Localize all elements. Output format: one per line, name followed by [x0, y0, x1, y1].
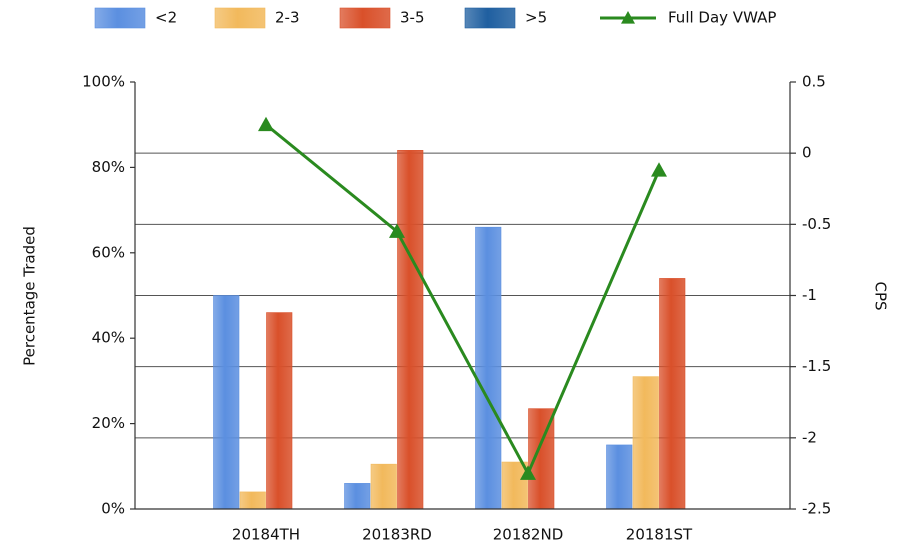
- line-marker: [520, 465, 536, 480]
- line-marker: [258, 116, 274, 132]
- y-tick-label: 100%: [82, 73, 125, 91]
- bar: [397, 150, 424, 510]
- legend-swatch: [94, 7, 146, 29]
- x-tick-label: 20182ND: [493, 526, 564, 544]
- x-tick-label: 20183RD: [362, 526, 432, 544]
- bar: [344, 483, 371, 510]
- y2-tick-label: -0.5: [802, 215, 831, 233]
- legend-label: 2-3: [275, 9, 300, 27]
- y-tick-label: 60%: [92, 243, 125, 261]
- x-tick-label: 20184TH: [232, 526, 300, 544]
- bar: [213, 295, 240, 510]
- y2-tick-label: -1.5: [802, 357, 831, 375]
- y2-tick-label: -2.5: [802, 500, 831, 518]
- legend-marker: [621, 11, 635, 24]
- legend-swatch: [339, 7, 391, 29]
- legend-label: <2: [155, 9, 177, 27]
- y2-tick-label: -2: [802, 428, 817, 446]
- y-tick-label: 20%: [92, 414, 125, 432]
- legend-label: 3-5: [400, 9, 425, 27]
- y2-tick-label: 0.5: [802, 73, 826, 91]
- y2-tick-label: -1: [802, 286, 817, 304]
- legend-label: Full Day VWAP: [668, 9, 776, 27]
- y-tick-label: 0%: [101, 500, 125, 518]
- bar: [266, 312, 293, 510]
- bar: [606, 444, 633, 510]
- bar: [659, 278, 686, 510]
- bar: [475, 226, 502, 510]
- y-tick-label: 80%: [92, 158, 125, 176]
- legend-swatch: [464, 7, 516, 29]
- x-tick-label: 20181ST: [626, 526, 693, 544]
- y-tick-label: 40%: [92, 329, 125, 347]
- y2-axis-title: CPS: [872, 281, 890, 310]
- bar: [239, 491, 266, 510]
- line-marker: [651, 162, 667, 177]
- y2-tick-label: 0: [802, 144, 812, 162]
- line: [265, 123, 661, 477]
- bar: [632, 376, 659, 510]
- line-marker: [389, 223, 405, 238]
- legend-label: >5: [525, 9, 547, 27]
- legend-swatch: [214, 7, 266, 29]
- bar: [370, 463, 397, 510]
- bar: [501, 461, 528, 510]
- y-axis-title: Percentage Traded: [21, 226, 39, 366]
